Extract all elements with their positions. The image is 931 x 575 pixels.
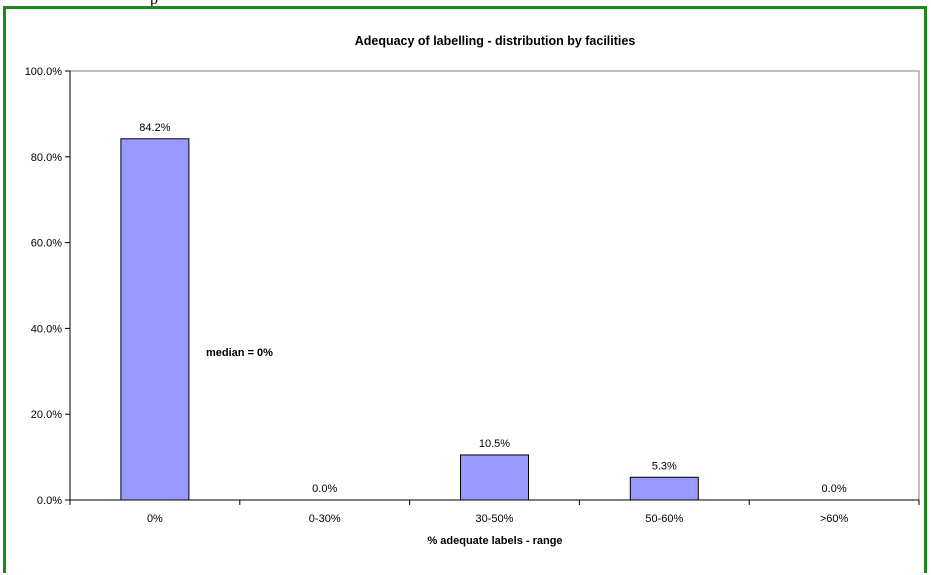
y-tick-label: 80.0% [31, 152, 62, 164]
x-tick-label: 0% [147, 513, 163, 525]
cropped-caption-text: p [150, 0, 158, 9]
x-tick-label: 0-30% [309, 513, 341, 525]
median-annotation: median = 0% [206, 347, 273, 359]
plot-area [69, 70, 920, 501]
x-tick-label: 30-50% [476, 513, 514, 525]
data-label: 84.2% [139, 122, 170, 134]
y-tick-label: 60.0% [31, 238, 62, 250]
x-tick-label: 50-60% [645, 513, 683, 525]
x-tick-label: >60% [820, 513, 849, 525]
data-label: 5.3% [652, 460, 677, 472]
x-axis-label: % adequate labels - range [427, 535, 562, 547]
chart-frame [3, 6, 927, 573]
y-tick-label: 0.0% [37, 495, 62, 507]
y-tick-label: 100.0% [25, 66, 63, 78]
bar [629, 476, 699, 501]
y-tick-label: 20.0% [31, 409, 62, 421]
data-label: 0.0% [312, 483, 337, 495]
y-tick-label: 40.0% [31, 323, 62, 335]
chart-title: Adequacy of labelling - distribution by … [355, 34, 636, 48]
bar [120, 138, 190, 501]
bar [460, 454, 529, 501]
data-label: 10.5% [479, 438, 510, 450]
data-label: 0.0% [822, 483, 847, 495]
